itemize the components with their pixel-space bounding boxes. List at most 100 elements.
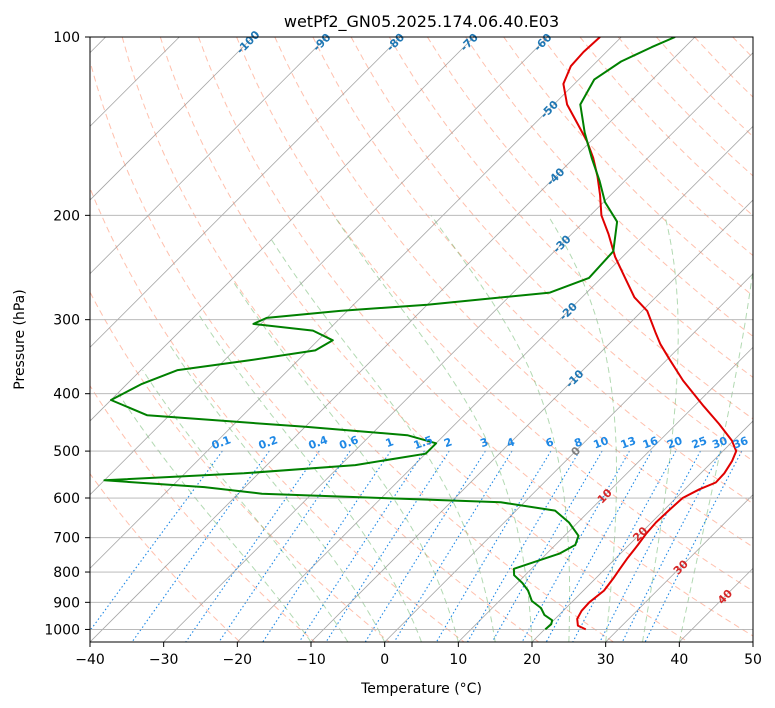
isotherm-line <box>90 37 475 422</box>
isotherm-line <box>90 37 327 275</box>
dry-adiabat-line <box>426 37 753 378</box>
dry-adiabat-line <box>771 37 775 642</box>
mixing-ratio-line <box>599 450 701 642</box>
isotherm-label: -100 <box>234 28 263 57</box>
isotherm-line <box>752 641 753 642</box>
mixing-ratio-label: 20 <box>665 434 684 452</box>
moist-adiabat-line <box>333 215 533 642</box>
isotherm-line <box>90 37 696 642</box>
mixing-ratio-label: 0.4 <box>307 433 330 452</box>
isotherm-line <box>531 420 753 642</box>
x-axis-label: Temperature (°C) <box>360 681 482 697</box>
temperature-profile-line <box>562 37 738 631</box>
dry-adiabat-line <box>90 384 316 642</box>
isotherm-line <box>237 125 753 642</box>
mixing-ratio-label: 2 <box>442 435 454 450</box>
mixing-ratio-label: 10 <box>592 434 611 452</box>
dewpoint-profile-line <box>103 37 676 631</box>
y-tick-label: 100 <box>53 30 80 46</box>
mixing-ratio-line <box>621 450 722 642</box>
mixing-ratio-line <box>521 450 630 642</box>
mixing-ratio-label: 36 <box>731 434 750 452</box>
isotherm-line <box>90 37 254 201</box>
mixing-ratio-line <box>90 450 223 632</box>
isotherm-label: 30 <box>671 557 691 577</box>
moist-adiabat-line <box>168 343 386 642</box>
mixing-ratio-line <box>131 450 270 642</box>
mixing-ratio-line <box>393 450 513 642</box>
mixing-ratio-label: 30 <box>710 434 729 452</box>
y-tick-label: 900 <box>53 595 80 611</box>
dry-adiabat-line <box>694 37 753 98</box>
x-tick-label: −40 <box>75 652 105 668</box>
mixing-ratio-label: 3 <box>478 435 490 450</box>
mixing-ratio-label: 0.6 <box>338 433 361 452</box>
isotherm-label: 10 <box>595 486 615 506</box>
mixing-ratio-label: 6 <box>544 435 556 450</box>
mixing-ratio-label: 1.5 <box>412 433 435 452</box>
chart-title: wetPf2_GN05.2025.174.06.40.E03 <box>284 12 559 32</box>
x-tick-label: 0 <box>380 652 389 668</box>
dry-adiabat-line <box>90 186 465 642</box>
mixing-ratio-line <box>262 450 392 642</box>
mixing-ratio-label: 0.2 <box>257 433 280 452</box>
y-tick-label: 200 <box>53 208 80 224</box>
y-axis-label: Pressure (hPa) <box>12 289 28 389</box>
x-tick-label: −20 <box>223 652 253 668</box>
dry-adiabat-line <box>312 37 753 505</box>
isotherm-label: 40 <box>715 587 735 607</box>
dry-adiabat-line <box>274 37 753 548</box>
isotherm-line <box>90 37 622 569</box>
dry-adiabat-line <box>236 37 753 592</box>
mixing-ratio-label: 8 <box>572 435 584 450</box>
x-tick-label: −30 <box>149 652 179 668</box>
isotherm-label: -70 <box>458 31 481 54</box>
mixing-ratio-line <box>572 450 677 642</box>
isotherm-label: -30 <box>550 232 573 255</box>
isotherm-line <box>90 37 548 496</box>
isotherm-line <box>679 567 753 642</box>
moist-adiabat-line <box>271 239 496 642</box>
x-tick-label: 20 <box>523 652 541 668</box>
isotherm-line <box>605 494 753 642</box>
x-tick-label: −10 <box>296 652 326 668</box>
x-tick-label: 30 <box>597 652 615 668</box>
mixing-ratio-line <box>364 450 486 642</box>
isotherm-line <box>310 199 753 642</box>
mixing-ratio-label: 25 <box>690 434 709 451</box>
mixing-ratio-line <box>435 450 552 642</box>
moist-adiabat-line <box>642 215 679 642</box>
isotherm-label: 20 <box>630 524 650 544</box>
mixing-ratio-label: 4 <box>505 435 517 450</box>
y-tick-label: 700 <box>53 531 80 547</box>
moist-adiabat-line <box>142 369 349 642</box>
dry-adiabat-line <box>732 37 753 59</box>
isotherm-line <box>163 52 753 642</box>
y-tick-label: 300 <box>53 313 80 329</box>
y-tick-label: 600 <box>53 491 80 507</box>
mixing-ratio-line <box>298 450 425 642</box>
isotherm-label: -90 <box>310 31 333 54</box>
moist-adiabat-line <box>233 282 459 642</box>
y-tick-label: 400 <box>53 387 80 403</box>
mixing-ratio-line <box>325 450 450 642</box>
y-tick-label: 500 <box>53 444 80 460</box>
isotherm-label: -80 <box>384 31 407 54</box>
mixing-ratio-label: 13 <box>619 434 638 451</box>
mixing-ratio-label: 16 <box>641 434 660 452</box>
dry-adiabat-line <box>388 37 753 420</box>
moist-adiabat-line <box>198 315 422 642</box>
dry-adiabat-line <box>90 59 540 642</box>
mixing-ratio-line <box>644 450 743 642</box>
dry-adiabat-line <box>503 37 753 297</box>
isotherm-line <box>90 37 401 348</box>
moist-adiabat-line <box>678 265 753 642</box>
x-tick-label: 10 <box>449 652 467 668</box>
axis-ticks: −40 −30 −20 −10 0 10 20 30 40 5010020030040050060… <box>44 30 762 668</box>
moist-adiabat-line <box>430 215 571 642</box>
x-tick-label: 40 <box>670 652 688 668</box>
isotherm-line <box>384 273 753 642</box>
x-tick-label: 50 <box>744 652 762 668</box>
